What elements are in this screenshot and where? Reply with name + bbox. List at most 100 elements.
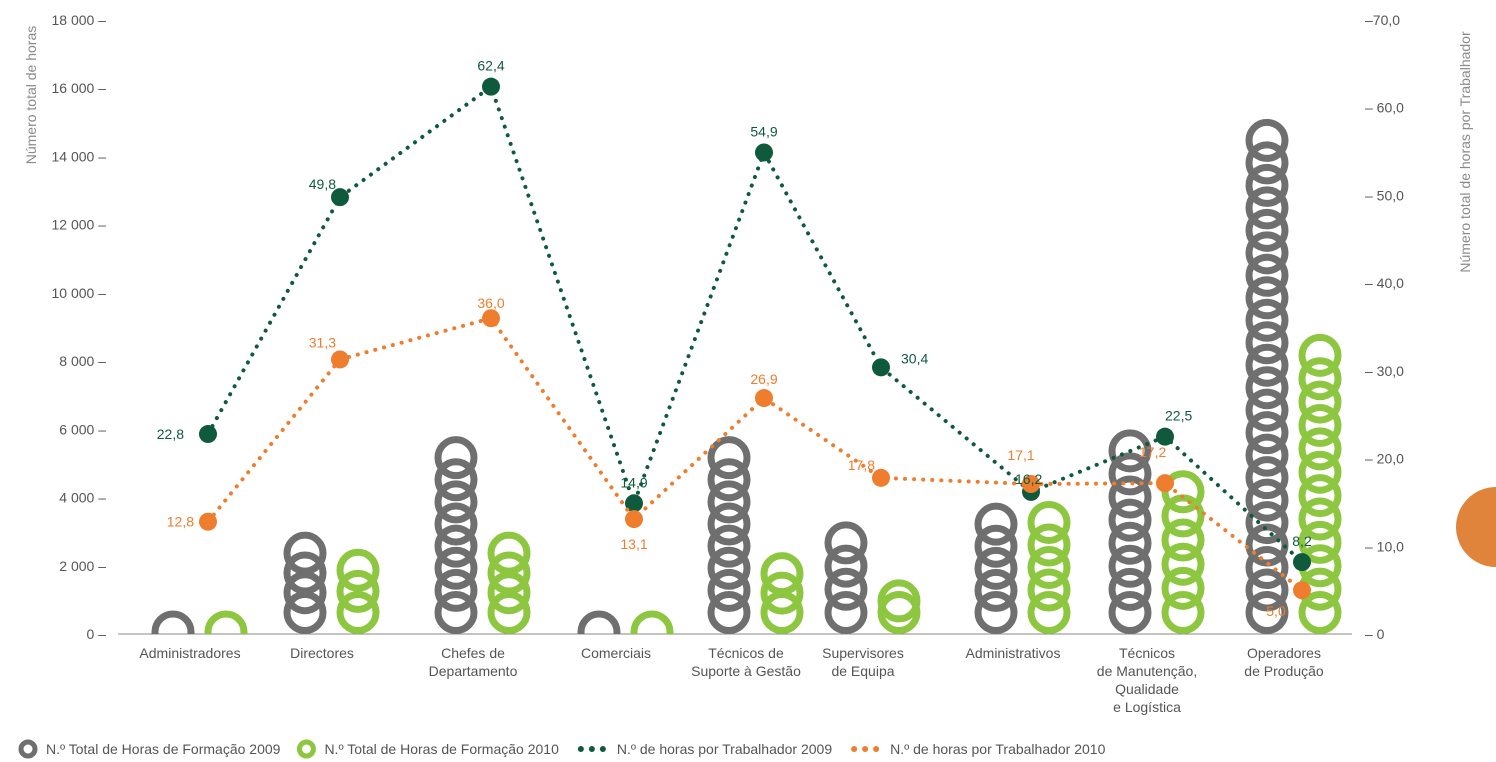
bar: [760, 552, 804, 634]
x-tick-label: Operadores de Produção: [1244, 645, 1324, 679]
legend-marker: [873, 746, 880, 752]
data-point: [199, 425, 217, 444]
data-label: 12,8: [167, 514, 194, 530]
y-tick-label: 0 –: [87, 626, 107, 642]
bars: [151, 118, 1342, 634]
data-label: 17,2: [1139, 444, 1166, 460]
data-point: [482, 309, 500, 328]
bar: [434, 436, 478, 634]
legend-item: N.º Total de Horas de Formação 2010: [296, 739, 559, 759]
y-tick-label: 4 000 –: [59, 490, 106, 506]
lines: [199, 77, 1311, 600]
bar: [630, 610, 674, 634]
data-label: 36,0: [477, 295, 504, 311]
y-tick-label: 8 000 –: [59, 353, 106, 369]
x-tick-label: Directores: [290, 645, 354, 661]
y-axis-title: Número total de horas: [23, 26, 39, 165]
bar: [336, 548, 380, 634]
legend-label: N.º de horas por Trabalhador 2009: [617, 741, 832, 757]
axes: Número total de horas Número total de hor…: [23, 12, 1473, 715]
data-label: 22,8: [157, 426, 184, 442]
data-label: 17,1: [1007, 447, 1034, 463]
x-tick-label: Técnicos de Manutenção, Qualidade e Logísti…: [1097, 645, 1197, 715]
y2-axis-title: Número total de horas por Trabalhador: [1457, 31, 1473, 273]
y-tick-label: 16 000 –: [52, 80, 107, 96]
bar: [283, 531, 327, 634]
bar: [204, 610, 248, 634]
y2-tick-label: – 10,0: [1365, 538, 1404, 554]
bar: [487, 531, 531, 634]
edge-circle-decoration: [1456, 487, 1496, 567]
legend-marker: [18, 739, 38, 759]
legend-item: N.º de horas por Trabalhador 2010: [851, 741, 1106, 757]
data-label: 31,3: [309, 334, 336, 350]
data-label: 62,4: [477, 58, 504, 74]
legend-item: N.º Total de Horas de Formação 2009: [18, 739, 281, 759]
data-point: [1293, 553, 1311, 572]
bar: [707, 436, 751, 634]
data-point: [872, 468, 890, 487]
data-label: 26,9: [750, 371, 777, 387]
data-point: [331, 188, 349, 207]
legend-marker: [599, 746, 606, 752]
y2-tick-label: – 30,0: [1365, 363, 1404, 379]
bar: [577, 610, 621, 634]
legend-marker: [862, 746, 869, 752]
data-label: 16,2: [1015, 471, 1042, 487]
bar: [1298, 333, 1342, 634]
bar: [877, 579, 921, 634]
edge-decoration: [1456, 487, 1496, 567]
data-point: [755, 143, 773, 162]
x-tick-label: Técnicos de Suporte à Gestão: [691, 645, 801, 679]
x-tick-label: Chefes de Departamento: [429, 645, 518, 679]
legend-label: N.º Total de Horas de Formação 2009: [46, 741, 281, 757]
data-point: [1293, 581, 1311, 600]
legend-label: N.º de horas por Trabalhador 2010: [890, 741, 1105, 757]
data-point: [1156, 474, 1174, 493]
y2-tick-label: – 60,0: [1365, 100, 1404, 116]
legend-marker: [577, 746, 584, 752]
bar: [1108, 429, 1152, 634]
x-tick-label: Administrativos: [966, 645, 1061, 661]
y-tick-label: 10 000 –: [52, 285, 107, 301]
legend: N.º Total de Horas de Formação 2009 N.º T…: [18, 739, 1106, 759]
data-label: 17,8: [848, 457, 875, 473]
bar: [1245, 118, 1289, 634]
y2-tick-label: – 40,0: [1365, 275, 1404, 291]
data-label: 8,2: [1292, 533, 1312, 549]
data-label: 5,0: [1266, 603, 1286, 619]
y2-tick-label: – 50,0: [1365, 187, 1404, 203]
legend-item: N.º de horas por Trabalhador 2009: [577, 741, 832, 757]
bar: [824, 521, 868, 634]
data-label: 14,9: [620, 474, 647, 490]
data-point: [755, 389, 773, 408]
y-tick-label: 14 000 –: [52, 148, 107, 164]
data-point: [625, 494, 643, 513]
bar: [151, 610, 195, 634]
data-label: 22,5: [1165, 408, 1192, 424]
data-point: [482, 77, 500, 96]
value-labels: 22,8 49,8 62,4 14,9 54,9 30,4 16,2 22,5 8,2 12,8 3…: [157, 58, 1312, 619]
bar: [974, 502, 1018, 634]
bar: [1027, 500, 1071, 634]
data-label: 49,8: [309, 176, 336, 192]
legend-marker: [588, 746, 595, 752]
data-point: [1022, 475, 1040, 494]
data-point: [1156, 427, 1174, 446]
y-tick-label: 2 000 –: [59, 558, 106, 574]
data-label: 30,4: [901, 350, 928, 366]
y2-tick-label: – 20,0: [1365, 451, 1404, 467]
y-tick-label: 6 000 –: [59, 421, 106, 437]
data-label: 13,1: [620, 536, 647, 552]
y-tick-label: 12 000 –: [52, 217, 107, 233]
x-tick-label: Administradores: [139, 645, 240, 661]
y-tick-label: 18 000 –: [52, 12, 107, 28]
data-point: [625, 510, 643, 529]
data-point: [199, 512, 217, 531]
data-label: 54,9: [750, 123, 777, 139]
legend-label: N.º Total de Horas de Formação 2010: [324, 741, 559, 757]
x-tick-label: Comerciais: [581, 645, 651, 661]
data-point: [872, 358, 890, 377]
data-point: [331, 350, 349, 369]
